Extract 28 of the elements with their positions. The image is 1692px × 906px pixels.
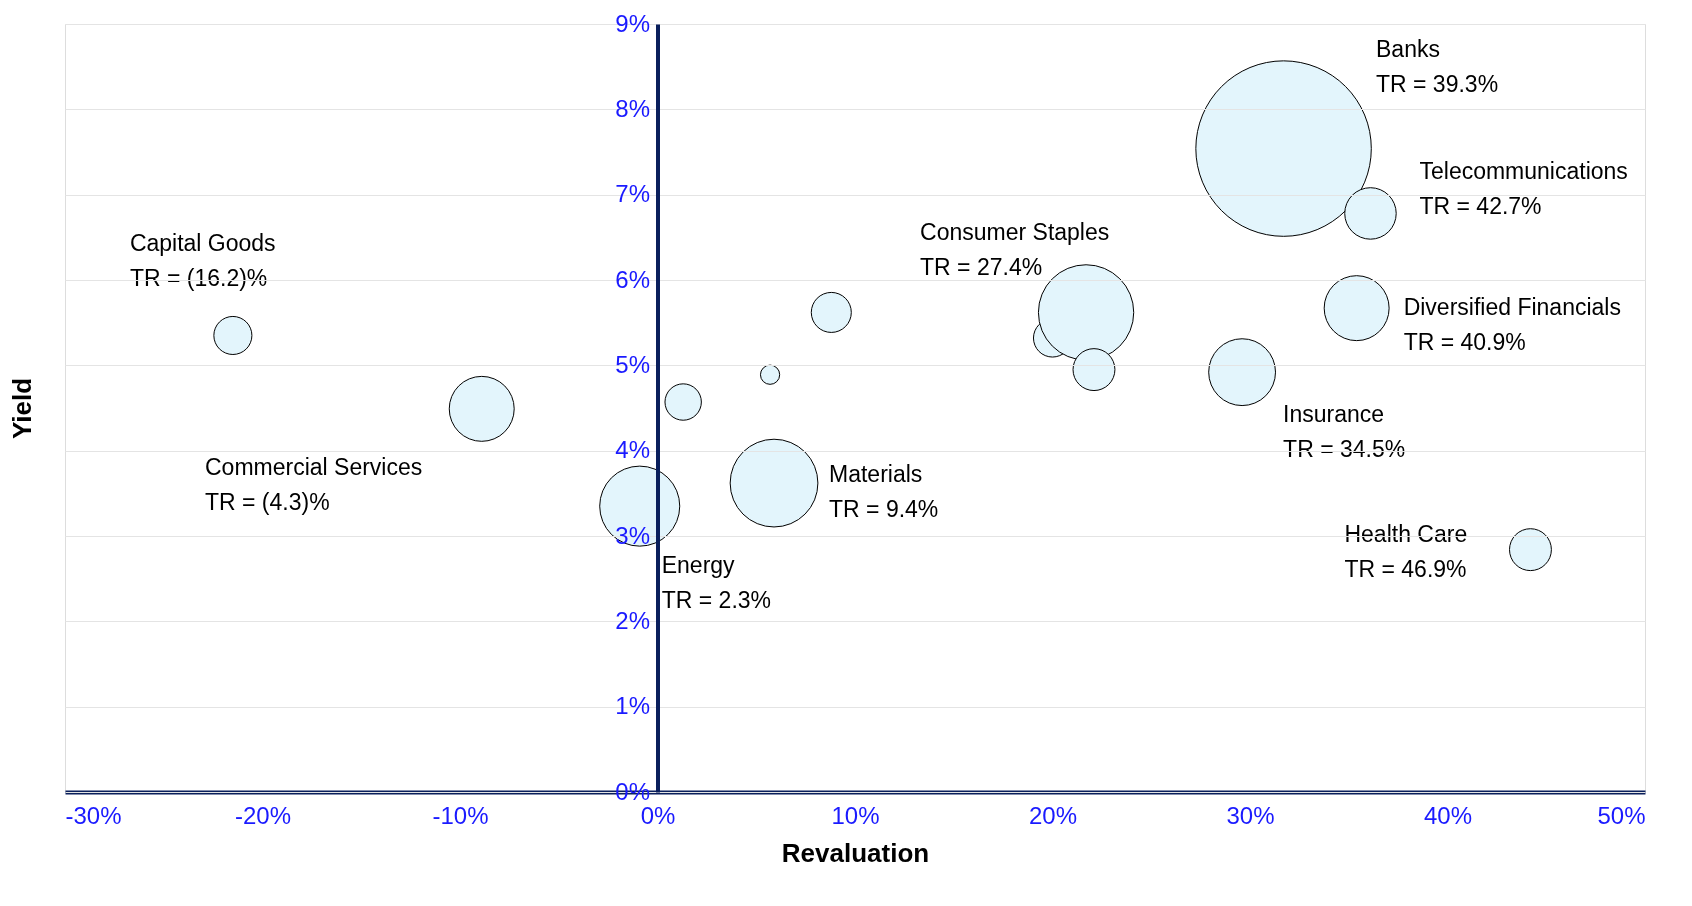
annotation: Diversified Financials TR = 40.9%	[1403, 294, 1621, 356]
annotation: Telecommunications TR = 42.7%	[1419, 158, 1628, 220]
x-tick-label: -20%	[234, 801, 292, 829]
x-tick-label: 40%	[1423, 801, 1473, 829]
x-tick-label: 30%	[1226, 801, 1275, 829]
annotation: Consumer Staples TR = 27.4%	[920, 219, 1110, 281]
x-axis-title: Revaluation	[781, 837, 930, 868]
annotation: Energy TR = 2.3%	[661, 552, 772, 614]
y-tick-label: 2%	[615, 606, 650, 634]
y-tick-label: 7%	[615, 180, 650, 208]
annotation: Commercial Services TR = (4.3)%	[205, 454, 423, 515]
x-tick-label: 20%	[1028, 801, 1078, 829]
y-tick-label: 4%	[615, 436, 650, 464]
annotation: Health Care TR = 46.9%	[1344, 520, 1468, 582]
x-tick-label: 50%	[1597, 801, 1646, 829]
y-tick-label: 1%	[615, 692, 650, 720]
annotation: Banks TR = 39.3%	[1376, 36, 1499, 97]
y-tick-label: 9%	[615, 9, 650, 37]
x-tick-label: -30%	[65, 801, 122, 829]
y-tick-label: 5%	[615, 350, 650, 378]
x-tick-label: 0%	[640, 801, 676, 829]
x-tick-label: -10%	[432, 801, 489, 829]
x-tick-label: 10%	[831, 801, 880, 829]
annotation: Materials TR = 9.4%	[829, 461, 939, 523]
y-tick-label: 3%	[615, 521, 650, 549]
y-axis-title: Yield	[6, 377, 37, 440]
y-tick-label: 6%	[615, 265, 650, 293]
y-tick-label: 8%	[615, 94, 650, 122]
